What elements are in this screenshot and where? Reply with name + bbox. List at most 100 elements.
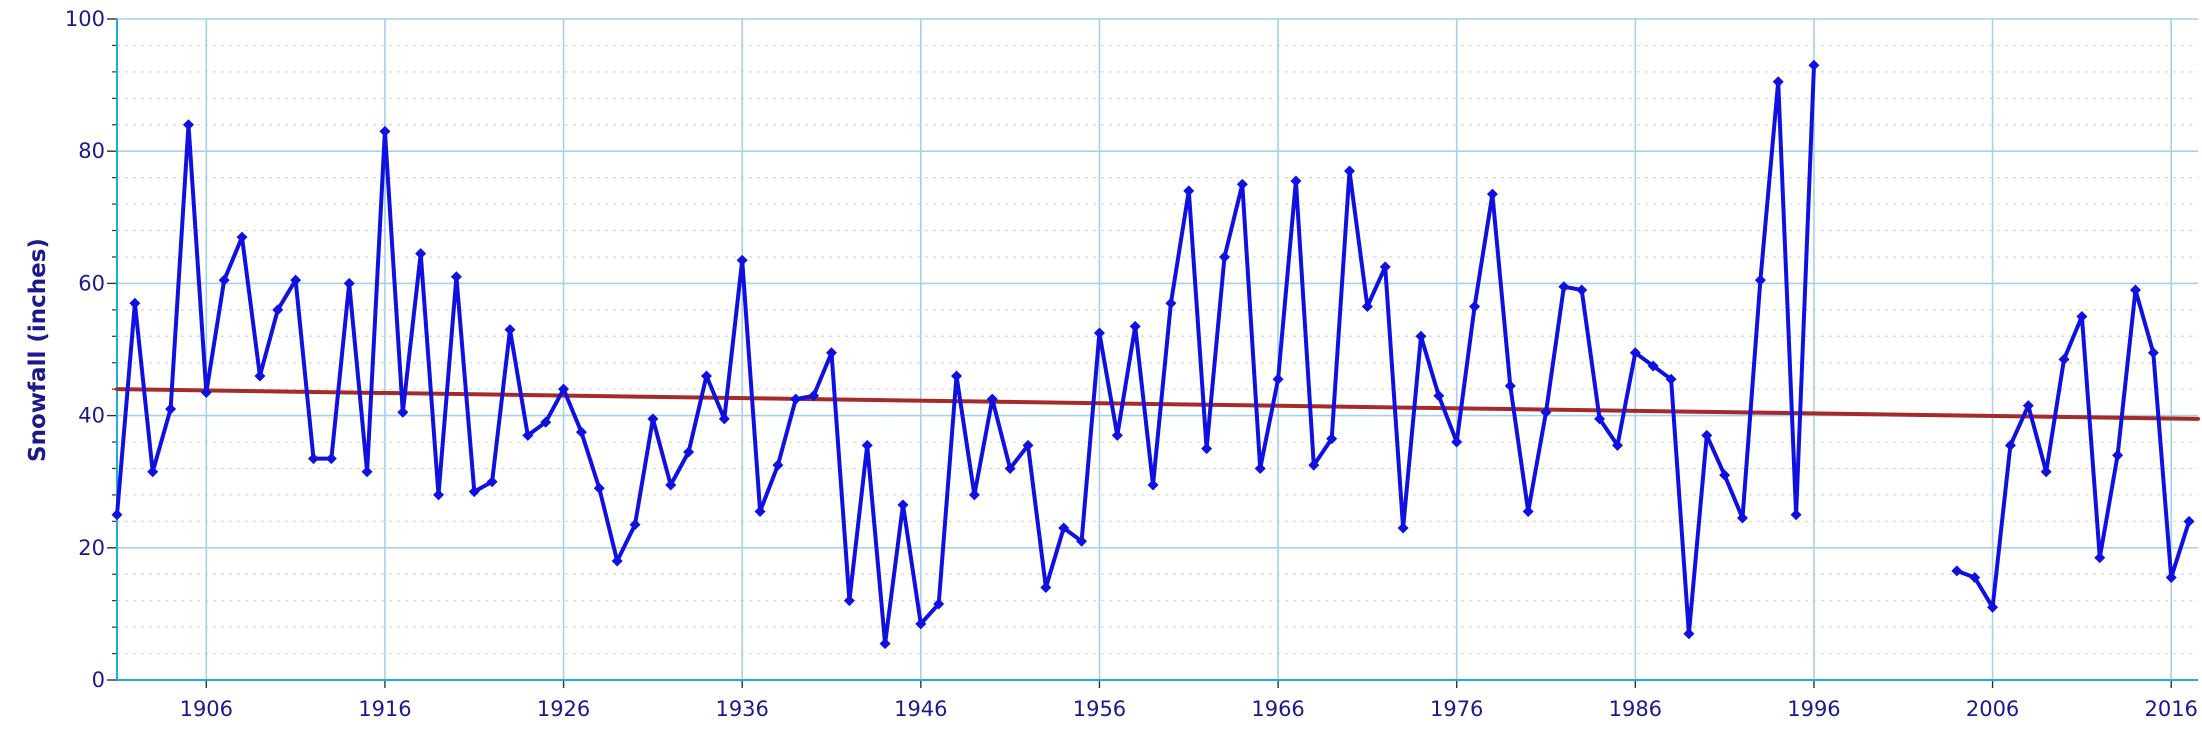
data-point — [843, 595, 855, 607]
data-point — [1254, 462, 1266, 474]
data-point — [700, 370, 712, 382]
data-point — [1201, 443, 1213, 455]
trend-line-group — [115, 387, 2200, 421]
y-axis-tick-labels: 0 20 40 60 80 100 — [65, 7, 105, 692]
data-point — [879, 638, 891, 650]
data-point — [718, 413, 730, 425]
data-point — [111, 509, 123, 521]
data-point — [236, 231, 248, 243]
data-point — [218, 274, 230, 286]
data-point — [665, 479, 677, 491]
data-point — [415, 248, 427, 260]
data-point — [2094, 552, 2106, 564]
data-point — [1808, 59, 1820, 71]
data-point — [468, 486, 480, 498]
data-point — [1683, 628, 1695, 640]
data-point — [182, 119, 194, 131]
trend-line — [115, 387, 2200, 421]
data-point — [1737, 512, 1749, 524]
y-tick-label: 20 — [78, 536, 105, 560]
data-point — [1040, 581, 1052, 593]
data-point — [1504, 380, 1516, 392]
x-tick-label: 1986 — [1609, 697, 1662, 721]
data-point — [1147, 479, 1159, 491]
data-point — [611, 555, 623, 567]
data-point — [790, 393, 802, 405]
series-line-1 — [115, 65, 1816, 646]
data-point — [272, 304, 284, 316]
x-tick-label: 2006 — [1966, 697, 2019, 721]
data-point — [1022, 439, 1034, 451]
data-point — [325, 453, 337, 465]
data-point — [2004, 439, 2016, 451]
y-tick-label: 40 — [78, 404, 105, 428]
data-point — [629, 519, 641, 531]
data-point — [754, 505, 766, 517]
data-point — [254, 370, 266, 382]
data-point — [1344, 165, 1356, 177]
data-point — [2022, 400, 2034, 412]
data-point — [1111, 429, 1123, 441]
data-point — [558, 383, 570, 395]
data-point — [2165, 572, 2177, 584]
data-point — [897, 499, 909, 511]
data-point — [575, 426, 587, 438]
data-point — [593, 482, 605, 494]
data-point — [486, 476, 498, 488]
data-point — [1433, 390, 1445, 402]
data-point — [1129, 320, 1141, 332]
data-point — [1558, 281, 1570, 293]
data-point — [1790, 509, 1802, 521]
data-point — [986, 393, 998, 405]
data-point — [1218, 251, 1230, 263]
x-tick-label: 1916 — [358, 697, 411, 721]
x-tick-label: 1956 — [1073, 697, 1126, 721]
data-point — [1951, 565, 1963, 577]
axes — [116, 19, 2198, 681]
y-tick-label: 60 — [78, 271, 105, 295]
data-point — [2076, 310, 2088, 322]
x-tick-label: 1936 — [715, 697, 768, 721]
data-point — [165, 403, 177, 415]
data-point — [736, 254, 748, 266]
data-point — [1397, 522, 1409, 534]
data-point — [1379, 261, 1391, 273]
data-point — [2112, 449, 2124, 461]
data-point — [397, 406, 409, 418]
data-point — [1076, 535, 1088, 547]
data-point — [504, 324, 516, 336]
x-tick-label: 1966 — [1251, 697, 1304, 721]
data-point — [1486, 188, 1498, 200]
data-point — [1236, 178, 1248, 190]
data-point — [1058, 522, 1070, 534]
data-point — [1576, 284, 1588, 296]
y-axis-title: Snowfall (inches) — [25, 238, 51, 462]
data-point — [1272, 373, 1284, 385]
data-point — [772, 459, 784, 471]
data-point — [433, 489, 445, 501]
y-tick-label: 80 — [78, 139, 105, 163]
data-point — [1183, 185, 1195, 197]
data-point — [2147, 347, 2159, 359]
data-point — [808, 390, 820, 402]
minor-gridlines — [112, 44, 2198, 655]
data-point — [540, 416, 552, 428]
data-point — [1361, 301, 1373, 313]
data-point — [968, 489, 980, 501]
data-point — [933, 598, 945, 610]
data-point — [1719, 469, 1731, 481]
data-point — [861, 439, 873, 451]
y-tick-label: 0 — [92, 668, 105, 692]
data-point — [1629, 347, 1641, 359]
data-point — [307, 453, 319, 465]
data-point — [1594, 413, 1606, 425]
data-point — [1701, 429, 1713, 441]
data-point — [129, 297, 141, 309]
x-tick-label: 1996 — [1787, 697, 1840, 721]
data-point — [1522, 505, 1534, 517]
data-point — [1469, 301, 1481, 313]
data-point — [1772, 76, 1784, 88]
data-point — [1290, 175, 1302, 187]
data-point — [683, 446, 695, 458]
major-gridlines — [107, 18, 2198, 688]
